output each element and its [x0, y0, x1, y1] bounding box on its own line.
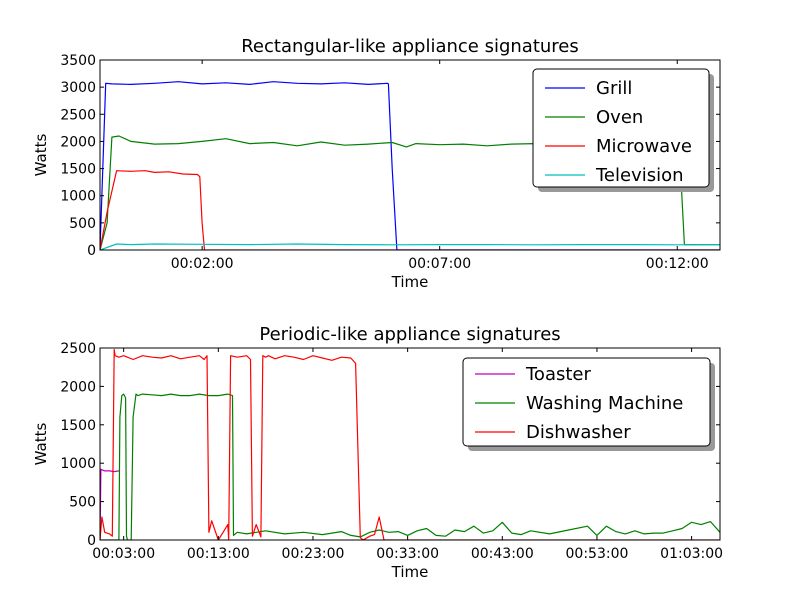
y-tick-label: 2000 — [60, 134, 96, 150]
series-line-television — [100, 243, 720, 250]
plot-frame — [99, 347, 721, 541]
series-line-microwave — [100, 170, 720, 250]
x-tick-label: 00:12:00 — [646, 256, 709, 272]
legend-box — [532, 68, 710, 188]
chart-1: Rectangular-like appliance signatures 0 50… — [32, 36, 721, 291]
x-axis-label: Time — [391, 563, 429, 581]
y-tick-label: 1000 — [60, 456, 96, 472]
y-tick-label: 500 — [69, 495, 96, 511]
series-line-dishwasher — [100, 348, 720, 540]
legend-label: Washing Machine — [526, 393, 683, 414]
y-tick-label: 1500 — [60, 162, 96, 178]
x-tick-label: 00:13:00 — [187, 546, 250, 562]
legend-label: Television — [595, 165, 684, 186]
y-axis-label: Watts — [32, 134, 50, 177]
x-tick-label: 00:43:00 — [471, 546, 534, 562]
x-tick-label: 00:07:00 — [408, 256, 471, 272]
plot-frame — [99, 59, 721, 251]
legend-label: Toaster — [525, 364, 591, 385]
x-tick-label: 01:03:00 — [660, 546, 723, 562]
series-line-toaster — [100, 468, 120, 540]
x-tick-label: 00:23:00 — [282, 546, 345, 562]
legend: Grill Oven Microwave Television — [532, 68, 714, 192]
y-tick-label: 2000 — [60, 379, 96, 395]
y-tick-label: 0 — [87, 243, 96, 259]
y-tick-label: 2500 — [60, 341, 96, 357]
x-tick-label: 00:53:00 — [566, 546, 629, 562]
y-tick-label: 2500 — [60, 107, 96, 123]
series-lines — [100, 348, 720, 540]
x-tick-label: 00:02:00 — [171, 256, 234, 272]
legend-box — [462, 357, 711, 447]
y-tick-label: 0 — [87, 533, 96, 549]
series-line-grill — [100, 81, 720, 250]
series-line-washing-machine — [100, 393, 720, 540]
legend-label: Dishwasher — [526, 422, 631, 443]
y-tick-label: 3000 — [60, 80, 96, 96]
y-tick-label: 3500 — [60, 53, 96, 69]
x-axis-label: Time — [391, 273, 429, 291]
chart-2: Periodic-like appliance signatures 0 500 10… — [32, 324, 723, 581]
legend: Toaster Washing Machine Dishwasher — [462, 357, 715, 451]
legend-label: Oven — [596, 107, 643, 128]
y-axis-label: Watts — [32, 423, 50, 466]
chart-title: Rectangular-like appliance signatures — [241, 36, 579, 57]
chart-title: Periodic-like appliance signatures — [259, 324, 560, 345]
y-tick-label: 500 — [69, 216, 96, 232]
legend-label: Microwave — [596, 136, 692, 157]
x-tick-label: 00:33:00 — [376, 546, 439, 562]
y-tick-label: 1000 — [60, 189, 96, 205]
x-tick-label: 00:03:00 — [92, 546, 155, 562]
y-tick-label: 1500 — [60, 418, 96, 434]
legend-label: Grill — [596, 78, 632, 99]
